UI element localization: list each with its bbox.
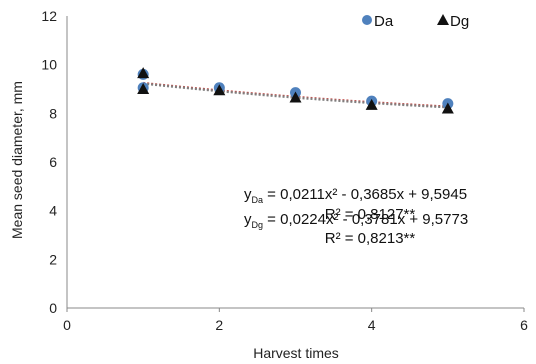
equation-da: yDa = 0,0211x² - 0,3685x + 9,5945 R² = 0… [244, 186, 467, 223]
x-tick-label: 0 [63, 317, 71, 333]
data-points [137, 67, 454, 114]
legend-marker-da [362, 15, 372, 25]
equation-dg-line: yDg = 0,0224x² - 0,3781x + 9,5773 [244, 211, 468, 230]
point-dg [441, 102, 454, 114]
legend-label-dg: Dg [450, 13, 469, 30]
y-tick-label: 12 [41, 8, 57, 24]
legend-marker-dg [437, 14, 449, 25]
y-axis-label: Mean seed diameter, mm [9, 81, 25, 239]
equation-dg: yDg = 0,0224x² - 0,3781x + 9,5773 R² = 0… [244, 211, 468, 247]
x-axis-label: Harvest times [253, 345, 339, 361]
axes [66, 16, 524, 309]
point-dg [289, 91, 302, 103]
point-dg [137, 83, 150, 94]
point-dg [137, 67, 150, 79]
equation-da-text: yDa = 0,0211x² - 0,3685x + 9,5945 [244, 186, 467, 205]
y-tick-label: 6 [49, 154, 57, 170]
legend-label-da: Da [374, 13, 394, 30]
y-tick-label: 8 [49, 105, 57, 121]
legend: Da Dg [362, 13, 469, 30]
y-tick-label: 10 [41, 57, 57, 73]
y-tick-label: 0 [49, 300, 57, 316]
y-tick-label: 4 [49, 203, 57, 219]
tick-labels: 0 2 4 6 8 10 12 0 2 4 6 [41, 8, 528, 333]
point-dg [213, 84, 226, 96]
x-tick-label: 6 [520, 317, 528, 333]
y-tick-label: 2 [49, 251, 57, 267]
x-tick-label: 2 [215, 317, 223, 333]
r-squared-dg: R² = 0,8213** [325, 230, 416, 247]
r-squared-da: R² = 0,8127** [325, 206, 416, 223]
point-dg [365, 98, 378, 110]
x-tick-label: 4 [368, 317, 376, 333]
